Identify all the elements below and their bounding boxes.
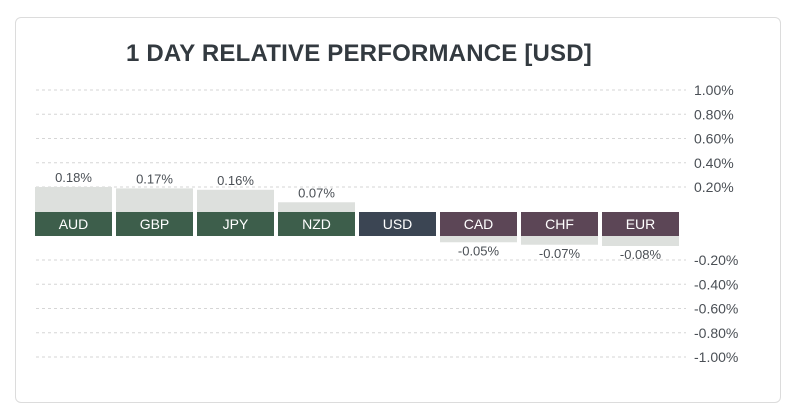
bar [35,187,112,212]
category-label: CAD [464,216,494,232]
value-label: 0.18% [55,170,92,185]
currency-tile [35,212,112,236]
currency-tile [521,212,598,236]
y-tick-label: -0.20% [694,252,738,268]
category-label: GBP [140,216,170,232]
category-label: EUR [626,216,656,232]
bar [197,189,274,212]
chart-title: 1 DAY RELATIVE PERFORMANCE [USD] [125,40,592,67]
value-label: 0.07% [298,185,335,200]
y-tick-label: 0.80% [694,106,734,122]
currency-tile [278,212,355,236]
category-label: CHF [545,216,574,232]
currency-tile [440,212,517,236]
y-tick-label: -0.80% [694,325,738,341]
bar [521,236,598,245]
y-tick-label: 0.40% [694,155,734,171]
y-tick-label: 1.00% [694,82,734,98]
y-tick-label: 0.60% [694,131,734,147]
value-label: -0.07% [539,246,581,261]
bar [278,202,355,212]
currency-tile [116,212,193,236]
bar [440,236,517,243]
category-label: AUD [59,216,89,232]
y-tick-label: 0.20% [694,179,734,195]
value-label: 0.17% [136,171,173,186]
value-label: -0.08% [620,247,662,262]
currency-tile [197,212,274,236]
value-label: -0.05% [458,243,500,258]
category-label: NZD [302,216,331,232]
currency-tile [602,212,679,236]
bar [602,236,679,246]
y-tick-label: -0.60% [694,301,738,317]
value-label: 0.16% [217,173,254,188]
currency-tile [359,212,436,236]
category-label: JPY [223,216,249,232]
bar [116,188,193,212]
y-tick-label: -0.40% [694,276,738,292]
y-tick-label: -1.00% [694,349,738,365]
category-label: USD [383,216,413,232]
